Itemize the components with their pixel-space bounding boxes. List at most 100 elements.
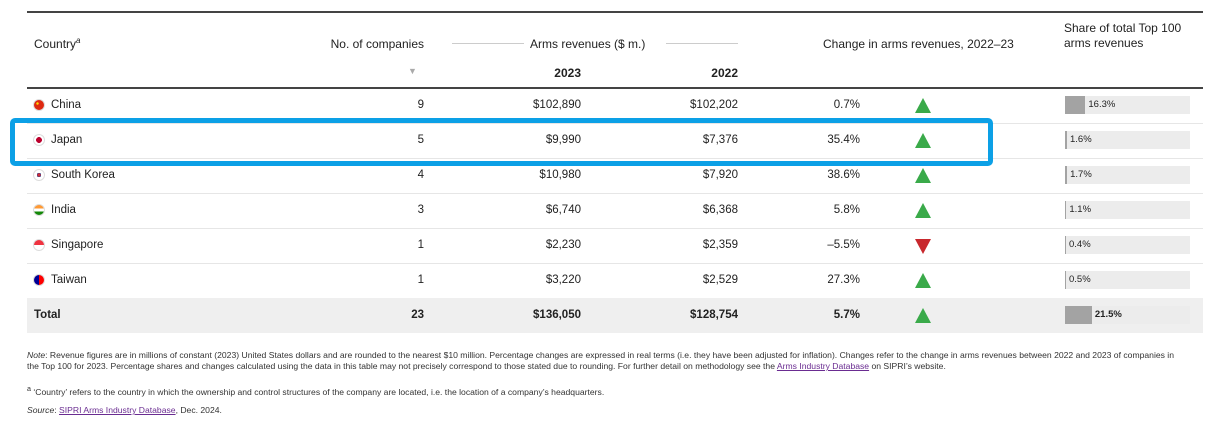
share-bar-fill [1065, 236, 1066, 254]
header-change[interactable]: Change in arms revenues, 2022–23 [823, 37, 1014, 51]
table-row: Japan 5 $9,990 $7,376 35.4% 1.6% [27, 123, 1203, 159]
share-label: 1.6% [1070, 134, 1092, 145]
revenue-2023-cell: $3,220 [545, 274, 581, 286]
share-bar-fill [1065, 201, 1067, 219]
companies-cell: 1 [417, 274, 424, 286]
header-2023[interactable]: 2023 [554, 66, 581, 80]
arms-industry-database-link[interactable]: Arms Industry Database [776, 361, 870, 371]
companies-cell: 5 [417, 134, 424, 146]
change-cell: 0.7% [833, 99, 860, 111]
source-end: , Dec. 2024. [175, 405, 222, 415]
note: Note: Revenue figures are in millions of… [27, 350, 1187, 372]
sort-down-icon[interactable]: ▼ [408, 66, 417, 76]
flag-icon [33, 204, 45, 216]
revenue-2022-cell: $7,376 [702, 134, 738, 146]
header-companies[interactable]: No. of companies [330, 37, 424, 51]
share-bar: 0.4% [1065, 236, 1190, 254]
source-label: Source [27, 405, 55, 415]
note-end: on SIPRI’s website. [869, 361, 946, 371]
share-label: 1.7% [1070, 169, 1092, 180]
revenue-2022-cell: $6,368 [702, 204, 738, 216]
sipri-database-link[interactable]: SIPRI Arms Industry Database [59, 405, 176, 415]
share-label: 0.4% [1069, 239, 1091, 250]
table-row: China 9 $102,890 $102,202 0.7% 16.3% [27, 88, 1203, 124]
revenue-2023-cell: $2,230 [545, 239, 581, 251]
companies-cell: 1 [417, 239, 424, 251]
share-bar: 1.6% [1065, 131, 1190, 149]
footnote-text: ‘Country’ refers to the country in which… [30, 386, 605, 397]
total-row: Total 23 $136,050 $128,754 5.7% 21.5% [27, 298, 1203, 333]
change-cell: 5.7% [833, 309, 860, 321]
share-bar: 1.1% [1065, 201, 1190, 219]
triangle-up-icon [915, 98, 931, 113]
companies-cell: 23 [411, 309, 424, 321]
revenue-2022-cell: $2,529 [702, 274, 738, 286]
triangle-up-icon [915, 168, 931, 183]
footnote-sup: a [27, 385, 31, 393]
revenue-2023-cell: $6,740 [545, 204, 581, 216]
change-cell: 27.3% [827, 274, 860, 286]
triangle-up-icon [915, 203, 931, 218]
triangle-up-icon [915, 273, 931, 288]
highlight-box-japan [10, 118, 993, 166]
share-bar-fill [1065, 306, 1092, 324]
revenue-2023-cell: $10,980 [539, 169, 581, 181]
revenue-2023-cell: $102,890 [533, 99, 581, 111]
share-label: 1.1% [1069, 204, 1092, 215]
country-cell: China [51, 99, 82, 111]
companies-cell: 4 [417, 169, 424, 181]
change-cell: 5.8% [833, 204, 860, 216]
share-label: 16.3% [1088, 99, 1116, 110]
change-cell: 35.4% [827, 134, 860, 146]
revenue-2022-cell: $7,920 [702, 169, 738, 181]
flag-icon [33, 134, 45, 146]
top-rule [27, 11, 1203, 13]
revenue-2023-cell: $9,990 [545, 134, 581, 146]
share-bar-fill [1065, 131, 1067, 149]
revenue-2022-cell: $102,202 [690, 99, 738, 111]
change-cell: 38.6% [827, 169, 860, 181]
table-row: Taiwan 1 $3,220 $2,529 27.3% 0.5% [27, 263, 1203, 299]
revenue-2023-cell: $136,050 [533, 309, 581, 321]
header-revenues: Arms revenues ($ m.) [530, 37, 646, 51]
share-label: 21.5% [1094, 309, 1122, 320]
companies-cell: 9 [417, 99, 424, 111]
triangle-down-icon [915, 239, 931, 254]
header-country: Countrya [34, 36, 80, 51]
table-row: South Korea 4 $10,980 $7,920 38.6% 1.7% [27, 158, 1203, 194]
share-bar-fill [1065, 271, 1066, 289]
flag-icon [33, 239, 45, 251]
country-cell: South Korea [51, 169, 115, 181]
header-rule [27, 87, 1203, 89]
source: Source: SIPRI Arms Industry Database, De… [27, 405, 222, 415]
footnote: a ‘Country’ refers to the country in whi… [27, 384, 1187, 398]
country-cell: Taiwan [51, 274, 87, 286]
flag-icon [33, 274, 45, 286]
revenue-2022-cell: $128,754 [690, 309, 738, 321]
share-bar-fill [1065, 166, 1068, 184]
triangle-up-icon [915, 308, 931, 323]
revenue-2022-cell: $2,359 [702, 239, 738, 251]
share-bar: 1.7% [1065, 166, 1190, 184]
note-label: Note [27, 350, 46, 360]
header-2022[interactable]: 2022 [711, 66, 738, 80]
table-row: India 3 $6,740 $6,368 5.8% 1.1% [27, 193, 1203, 229]
share-bar: 21.5% [1065, 306, 1190, 324]
flag-icon [33, 99, 45, 111]
country-cell: India [51, 204, 76, 216]
share-bar: 16.3% [1065, 96, 1190, 114]
divider [452, 43, 524, 44]
flag-icon [33, 169, 45, 181]
divider [666, 43, 738, 44]
header-share[interactable]: Share of total Top 100 arms revenues [1064, 21, 1182, 50]
triangle-up-icon [915, 133, 931, 148]
note-text: : Revenue figures are in millions of con… [27, 350, 1175, 371]
country-cell: Singapore [51, 239, 104, 251]
country-cell: Japan [51, 134, 83, 146]
header-country-label: Country [34, 37, 77, 51]
companies-cell: 3 [417, 204, 424, 216]
share-label: 0.5% [1069, 274, 1091, 285]
country-cell: Total [34, 309, 61, 321]
footnote-marker: a [76, 36, 81, 45]
